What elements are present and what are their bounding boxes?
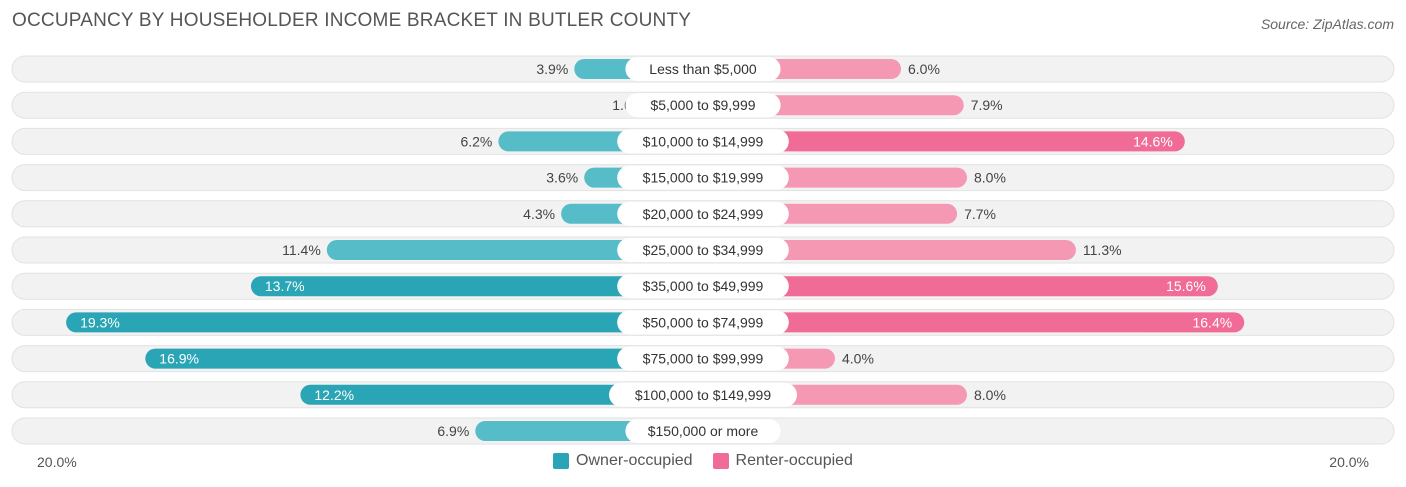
legend-item-renter: Renter-occupied — [712, 452, 853, 470]
category-pill — [625, 419, 781, 443]
renter-value-label: 16.4% — [1192, 314, 1232, 330]
owner-value-label: 12.2% — [314, 387, 354, 403]
category-label: $100,000 to $149,999 — [635, 387, 771, 403]
owner-value-label: 16.9% — [159, 351, 199, 367]
owner-value-label: 19.3% — [80, 314, 120, 330]
category-label: $25,000 to $34,999 — [643, 242, 764, 258]
owner-bar — [66, 312, 704, 333]
owner-bar — [250, 276, 703, 297]
category-pill — [617, 346, 789, 371]
renter-value-label: 6.0% — [908, 61, 940, 77]
category-pill — [617, 165, 789, 190]
category-pill — [625, 93, 781, 118]
renter-value-label: 7.7% — [964, 206, 996, 222]
renter-value-label: 8.0% — [974, 387, 1006, 403]
renter-value-label: 15.6% — [1166, 278, 1206, 294]
legend-swatch-owner — [553, 453, 570, 469]
renter-value-label: 8.0% — [974, 170, 1006, 186]
category-pill — [617, 274, 789, 299]
axis-right-label: 20.0% — [1329, 454, 1369, 470]
legend-label-renter: Renter-occupied — [735, 452, 853, 469]
category-label: $10,000 to $14,999 — [643, 133, 764, 149]
renter-bar — [703, 312, 1245, 333]
category-pill — [617, 201, 789, 226]
category-pill — [617, 310, 789, 335]
category-label: Less than $5,000 — [649, 61, 757, 77]
category-label: $35,000 to $49,999 — [643, 278, 764, 294]
axis-left-label: 20.0% — [37, 454, 77, 470]
legend-swatch-renter — [712, 453, 729, 469]
legend: Owner-occupied Renter-occupied — [0, 452, 1406, 470]
category-pill — [617, 129, 789, 154]
owner-value-label: 6.9% — [437, 423, 469, 439]
renter-bar — [703, 131, 1185, 152]
owner-value-label: 11.4% — [282, 242, 321, 258]
source-label: Source: ZipAtlas.com — [1260, 16, 1394, 32]
renter-bar — [703, 240, 1076, 260]
owner-bar — [145, 348, 704, 369]
legend-label-owner: Owner-occupied — [576, 452, 693, 469]
category-label: $15,000 to $19,999 — [643, 170, 764, 186]
owner-value-label: 13.7% — [265, 278, 305, 294]
owner-value-label: 3.6% — [546, 170, 578, 186]
category-pill — [609, 382, 797, 407]
owner-value-label: 6.2% — [460, 133, 492, 149]
category-label: $150,000 or more — [648, 423, 759, 439]
category-label: $20,000 to $24,999 — [643, 206, 764, 222]
owner-value-label: 4.3% — [523, 206, 555, 222]
owner-bar — [300, 384, 703, 405]
category-pill — [625, 57, 781, 81]
renter-value-label: 11.3% — [1083, 242, 1122, 258]
category-pill — [617, 238, 789, 262]
renter-value-label: 4.0% — [842, 351, 874, 367]
renter-bar — [703, 276, 1218, 297]
category-label: $5,000 to $9,999 — [650, 97, 755, 113]
chart-area: 3.9%6.0%Less than $5,0001.6%7.9%$5,000 t… — [11, 55, 1395, 445]
category-label: $50,000 to $74,999 — [643, 314, 764, 330]
renter-value-label: 7.9% — [971, 97, 1003, 113]
category-label: $75,000 to $99,999 — [643, 351, 764, 367]
chart-title: OCCUPANCY BY HOUSEHOLDER INCOME BRACKET … — [12, 10, 692, 31]
renter-value-label: 14.6% — [1133, 133, 1173, 149]
owner-bar — [326, 240, 703, 260]
legend-item-owner: Owner-occupied — [553, 452, 693, 470]
owner-value-label: 3.9% — [536, 61, 568, 77]
